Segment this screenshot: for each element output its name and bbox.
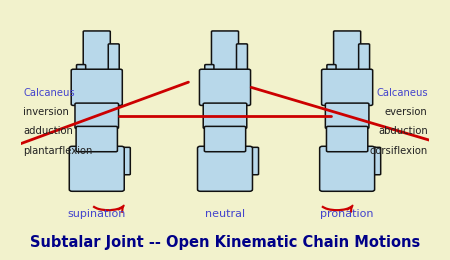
FancyBboxPatch shape — [119, 147, 130, 175]
FancyBboxPatch shape — [320, 146, 374, 191]
Text: abduction: abduction — [378, 126, 428, 136]
FancyBboxPatch shape — [333, 31, 360, 71]
Text: eversion: eversion — [385, 107, 428, 117]
FancyBboxPatch shape — [205, 64, 214, 87]
FancyBboxPatch shape — [370, 147, 381, 175]
Text: Calcaneus: Calcaneus — [23, 88, 75, 98]
FancyBboxPatch shape — [76, 126, 117, 152]
FancyBboxPatch shape — [212, 31, 239, 71]
FancyBboxPatch shape — [69, 146, 124, 191]
FancyBboxPatch shape — [198, 146, 252, 191]
Text: pronation: pronation — [320, 209, 374, 219]
FancyBboxPatch shape — [203, 103, 247, 128]
FancyBboxPatch shape — [71, 69, 122, 106]
Text: plantarflexion: plantarflexion — [23, 146, 93, 156]
FancyBboxPatch shape — [75, 103, 118, 128]
Text: adduction: adduction — [23, 126, 73, 136]
Text: dorsiflexion: dorsiflexion — [369, 146, 428, 156]
FancyBboxPatch shape — [325, 103, 369, 128]
FancyBboxPatch shape — [76, 64, 86, 87]
Text: neutral: neutral — [205, 209, 245, 219]
Text: inversion: inversion — [23, 107, 69, 117]
FancyBboxPatch shape — [322, 69, 373, 106]
FancyBboxPatch shape — [237, 44, 248, 82]
FancyBboxPatch shape — [204, 126, 246, 152]
Text: Calcaneus: Calcaneus — [376, 88, 428, 98]
FancyBboxPatch shape — [83, 31, 110, 71]
FancyBboxPatch shape — [326, 126, 368, 152]
FancyBboxPatch shape — [359, 44, 369, 82]
FancyBboxPatch shape — [327, 64, 336, 87]
FancyBboxPatch shape — [199, 69, 251, 106]
FancyBboxPatch shape — [248, 147, 259, 175]
FancyBboxPatch shape — [108, 44, 119, 82]
Text: supination: supination — [68, 209, 126, 219]
Text: Subtalar Joint -- Open Kinematic Chain Motions: Subtalar Joint -- Open Kinematic Chain M… — [30, 235, 420, 250]
